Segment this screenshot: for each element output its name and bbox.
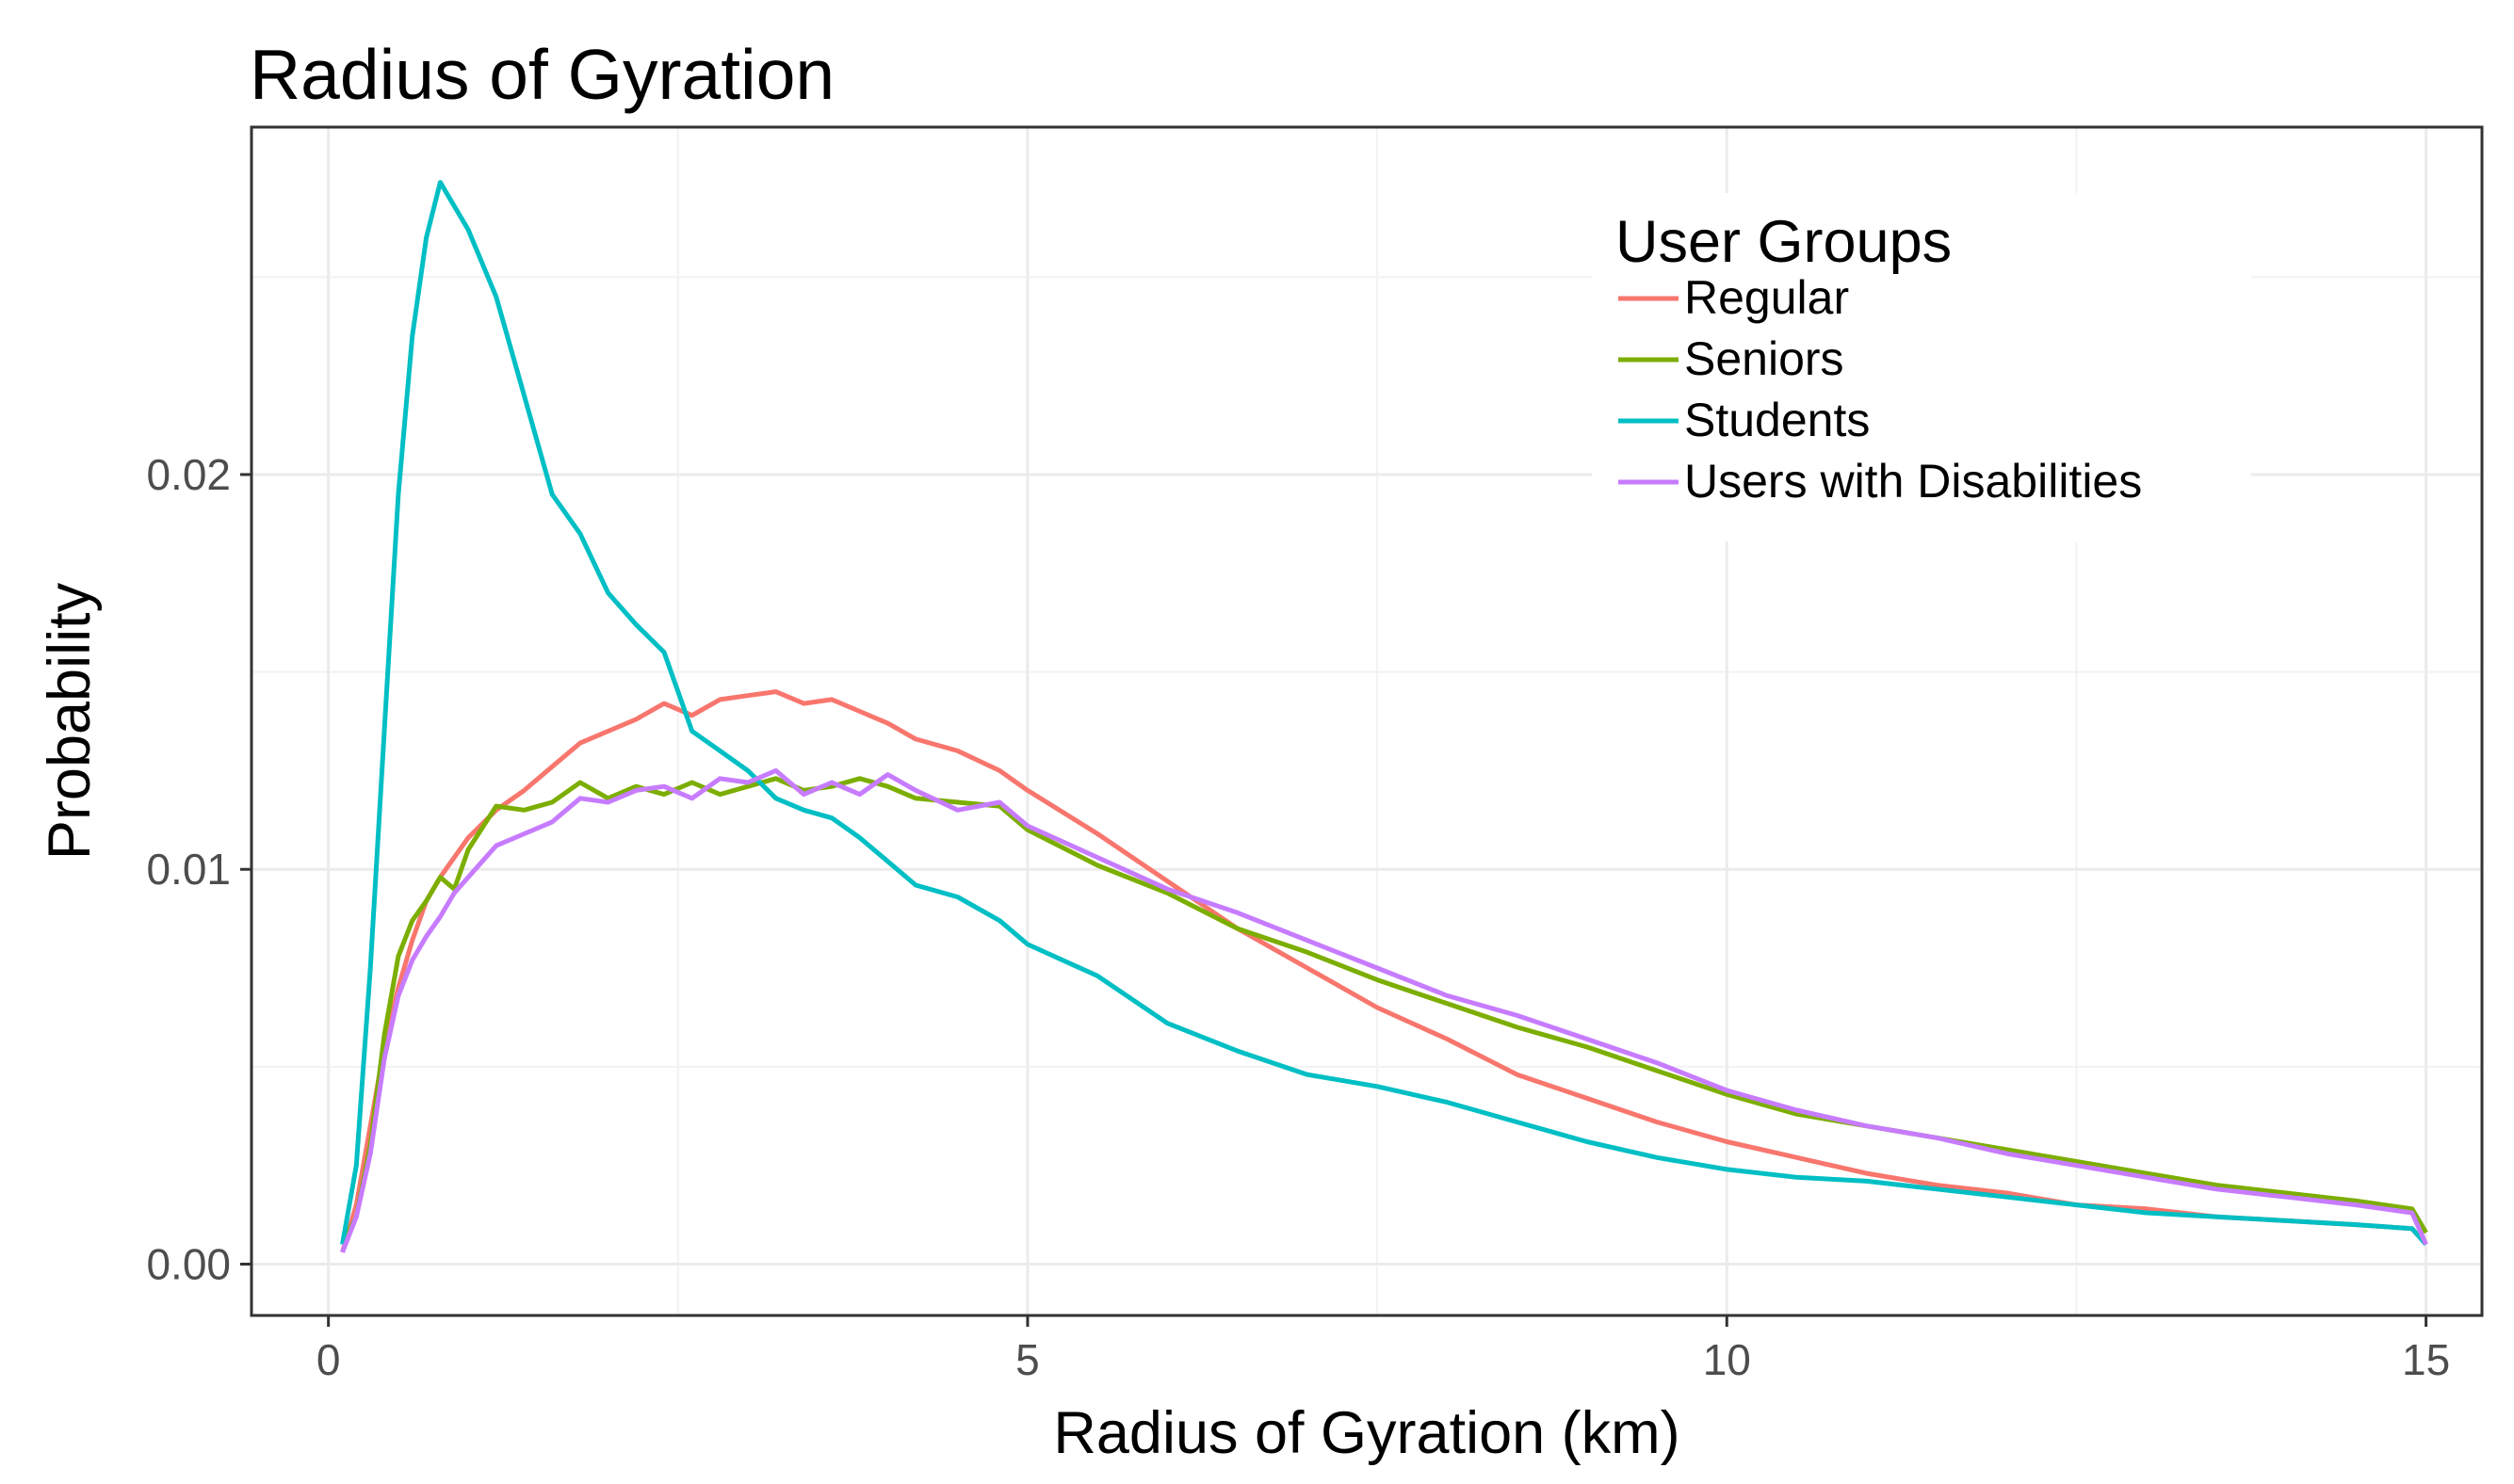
series-line-2	[340, 180, 2428, 1247]
legend-label-1: Seniors	[1684, 332, 1844, 385]
x-axis-title: Radius of Gyration (km)	[1053, 1400, 1679, 1466]
legend-background	[1592, 193, 2251, 541]
x-tick-label: 0	[316, 1335, 341, 1384]
legend-label-0: Regular	[1684, 271, 1849, 324]
legend-label-3: Users with Disabilities	[1684, 455, 2142, 508]
y-tick-label: 0.01	[146, 845, 231, 894]
legend-items: Regular Seniors Students Users with Disabil…	[1618, 271, 2142, 508]
x-tick-label: 5	[1015, 1335, 1040, 1384]
axes: 0 5 10 15 0.00 0.01 0.02	[146, 450, 2450, 1384]
y-axis-title: Probability	[37, 582, 103, 860]
x-tick-label: 10	[1703, 1335, 1751, 1384]
legend: User Groups Regular Seniors Students Users …	[1592, 193, 2251, 541]
x-tick-label: 15	[2402, 1335, 2450, 1384]
y-tick-label: 0.02	[146, 450, 231, 499]
series-line-3	[340, 767, 2428, 1253]
legend-title: User Groups	[1615, 209, 1952, 275]
y-tick-label: 0.00	[146, 1239, 231, 1288]
series-line-0	[340, 689, 2428, 1253]
series-lines	[340, 180, 2428, 1253]
legend-label-2: Students	[1684, 394, 1870, 446]
plot-panel-border	[250, 125, 2484, 1317]
chart-title: Radius of Gyration	[250, 35, 835, 114]
